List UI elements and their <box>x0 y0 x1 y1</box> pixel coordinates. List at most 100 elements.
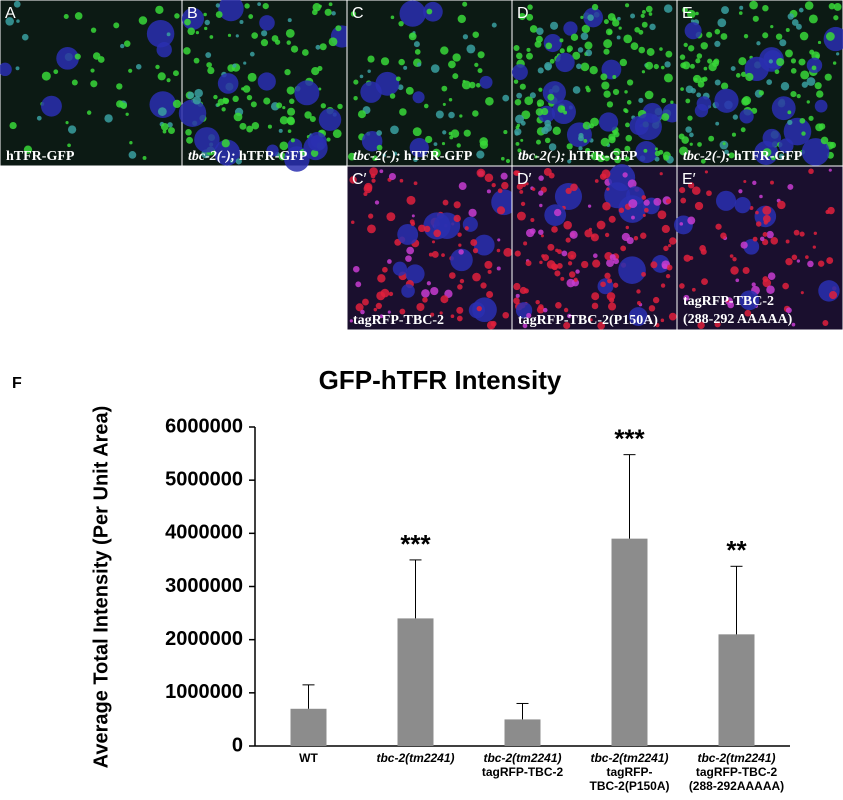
cell-spot <box>405 264 425 284</box>
cell-spot <box>559 48 565 54</box>
cell-spot <box>739 5 744 10</box>
cell-spot <box>779 39 787 47</box>
cell-spot <box>287 117 296 126</box>
cell-spot <box>598 112 619 132</box>
cell-spot <box>749 0 758 10</box>
cell-spot <box>625 3 630 8</box>
cell-spot <box>798 7 804 13</box>
cell-spot <box>511 64 528 81</box>
cell-spot <box>663 4 673 13</box>
cell-spot <box>762 32 769 39</box>
cell-spot <box>552 126 561 135</box>
cell-spot <box>260 39 269 47</box>
cell-spot <box>440 46 449 55</box>
cell-spot <box>285 28 295 38</box>
cell-spot <box>618 256 646 284</box>
cell-spot <box>687 9 696 19</box>
cell-spot <box>367 224 376 234</box>
cell-spot <box>539 203 543 208</box>
cell-spot <box>501 181 509 190</box>
panel-label: B <box>187 5 198 22</box>
cell-spot <box>550 21 559 30</box>
cell-spot <box>812 245 816 249</box>
cell-spot <box>641 70 646 74</box>
cell-spot <box>331 11 336 16</box>
cell-spot <box>697 80 705 88</box>
cell-spot <box>412 91 425 104</box>
cell-spot <box>767 272 776 281</box>
significance: *** <box>614 424 645 454</box>
cell-spot <box>431 148 441 158</box>
cell-spot <box>519 83 526 90</box>
cell-spot <box>720 33 728 40</box>
cell-spot <box>521 110 531 120</box>
cell-spot <box>540 234 544 238</box>
cell-spot <box>23 145 33 154</box>
cell-spot <box>578 132 584 139</box>
cell-spot <box>544 63 552 71</box>
cell-spot <box>567 261 573 266</box>
cell-spot <box>665 198 672 204</box>
cell-spot <box>659 172 663 176</box>
cell-spot <box>663 154 670 161</box>
cell-spot <box>796 259 801 263</box>
cell-spot <box>413 41 420 48</box>
cell-spot <box>776 57 785 67</box>
cell-spot <box>752 180 757 185</box>
cell-spot <box>648 12 653 16</box>
x-tick-label: tbc-2(tm2241) <box>376 751 454 765</box>
cell-spot <box>634 27 640 33</box>
cell-spot <box>496 206 506 215</box>
cell-spot <box>257 72 276 91</box>
cell-spot <box>426 8 433 15</box>
cell-spot <box>332 129 342 139</box>
cell-spot <box>318 108 342 131</box>
cell-spot <box>475 82 481 88</box>
cell-spot <box>216 102 221 107</box>
cell-spot <box>172 70 179 77</box>
cell-spot <box>785 27 790 32</box>
cell-spot <box>680 197 687 204</box>
cell-spot <box>413 157 418 163</box>
cell-spot <box>612 19 620 27</box>
cell-spot <box>456 315 463 322</box>
cell-spot <box>715 190 737 211</box>
cell-spot <box>239 19 244 25</box>
cell-spot <box>555 248 559 253</box>
cell-spot <box>514 98 522 106</box>
cell-spot <box>398 58 405 66</box>
cell-spot <box>725 299 730 303</box>
cell-spot <box>744 309 752 317</box>
cell-spot <box>661 113 670 121</box>
cell-spot <box>730 66 736 71</box>
cell-spot <box>590 117 599 127</box>
cell-spot <box>603 155 610 162</box>
cell-spot <box>683 294 690 301</box>
cell-spot <box>606 101 614 108</box>
cell-spot <box>787 183 794 190</box>
cell-spot <box>706 190 712 197</box>
cell-spot <box>799 231 805 237</box>
cell-spot <box>529 25 538 33</box>
cell-spot <box>808 14 818 24</box>
cell-spot <box>263 97 271 105</box>
cell-spot <box>221 107 226 112</box>
cell-spot <box>294 80 320 106</box>
cell-spot <box>462 1 468 7</box>
cell-spot <box>16 19 20 23</box>
cell-spot <box>692 74 702 84</box>
cell-spot <box>743 34 749 39</box>
cell-spot <box>770 180 774 185</box>
cell-spot <box>304 111 312 119</box>
cell-spot <box>13 0 21 8</box>
cell-spot <box>628 307 648 326</box>
cell-spot <box>645 61 654 70</box>
cell-spot <box>441 85 448 92</box>
cell-spot <box>654 156 660 162</box>
cell-spot <box>364 182 373 192</box>
y-tick-label: 4000000 <box>165 522 243 544</box>
panel-label: C′ <box>352 171 367 188</box>
cell-spot <box>515 141 520 146</box>
cell-spot <box>239 122 247 130</box>
cell-spot <box>569 230 578 239</box>
